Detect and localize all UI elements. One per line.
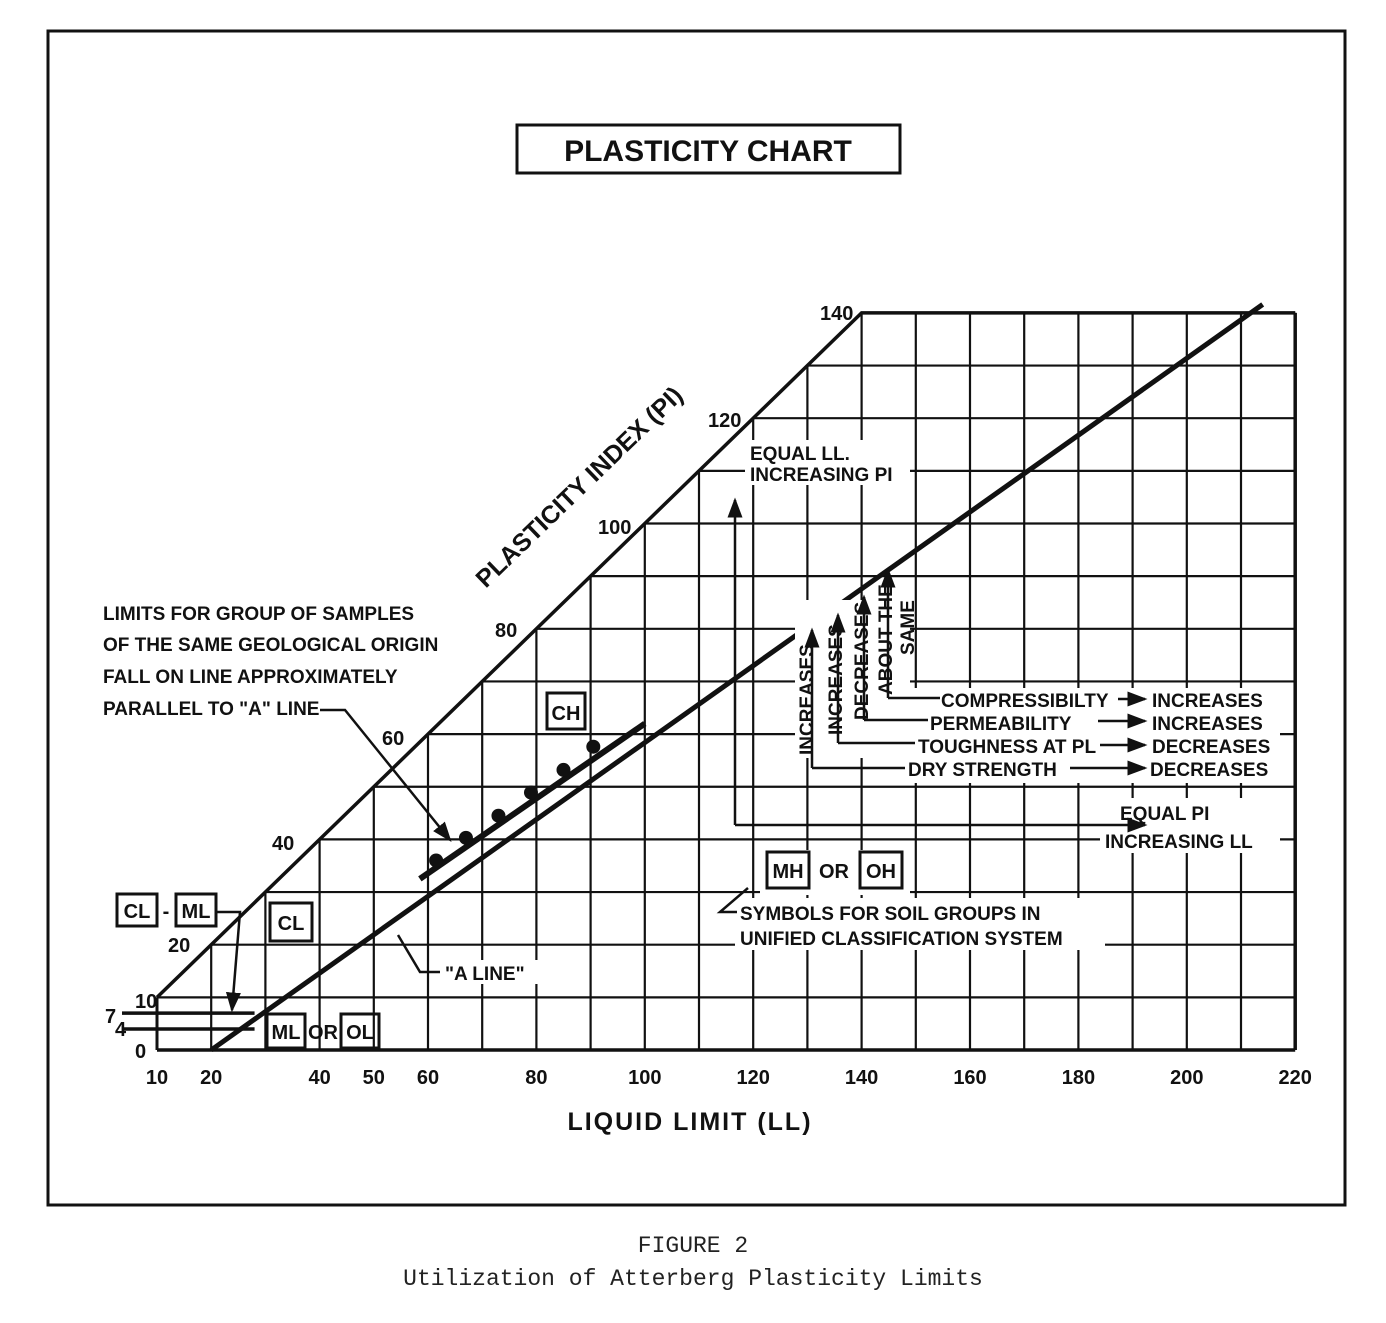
sample-point <box>556 762 571 777</box>
y-tick-label: 40 <box>272 833 294 855</box>
x-tick-label: 50 <box>363 1067 385 1089</box>
property-effect: DECREASES <box>1150 760 1268 781</box>
annotation-limits: FALL ON LINE APPROXIMATELY <box>103 667 398 688</box>
vertical-label: SAME <box>898 600 919 655</box>
y-axis-label: PLASTICITY INDEX (PI) <box>470 381 688 593</box>
soil-group-ml: ML <box>272 1022 301 1044</box>
property-effect: INCREASES <box>1152 714 1263 735</box>
annotation-equal-pi: INCREASING LL <box>1105 832 1253 853</box>
x-tick-label: 40 <box>308 1067 330 1089</box>
title-box <box>515 123 902 175</box>
a-line-label: "A LINE" <box>445 964 525 985</box>
sample-point <box>458 830 473 845</box>
y-tick-label: 80 <box>495 620 517 642</box>
x-tick-label: 80 <box>525 1067 547 1089</box>
annotation-symbols: SYMBOLS FOR SOIL GROUPS IN <box>740 904 1041 925</box>
y-tick-label: 140 <box>820 303 853 325</box>
x-tick-label: 120 <box>737 1067 770 1089</box>
y-tick-label: 60 <box>382 728 404 750</box>
vertical-label: ABOUT THE <box>876 584 897 695</box>
x-tick-label: 180 <box>1062 1067 1095 1089</box>
x-tick-label: 20 <box>200 1067 222 1089</box>
annotation-limits: LIMITS FOR GROUP OF SAMPLES <box>103 604 414 625</box>
soil-group-or: OR <box>819 861 850 883</box>
annotation-symbols: UNIFIED CLASSIFICATION SYSTEM <box>740 929 1063 950</box>
figure-number: FIGURE 2 <box>637 1233 749 1259</box>
y-tick-label: 20 <box>168 935 190 957</box>
property-name: COMPRESSIBILTY <box>941 691 1109 712</box>
chart-title: PLASTICITY CHART <box>564 135 852 168</box>
x-tick-label: 200 <box>1170 1067 1203 1089</box>
y-tick-label: 10 <box>135 991 157 1013</box>
soil-group-cl-ml-b: ML <box>182 901 211 923</box>
annotation-equal-pi: EQUAL PI <box>1120 804 1209 825</box>
annotation-limits: PARALLEL TO "A" LINE <box>103 699 319 720</box>
x-tick-label: 220 <box>1279 1067 1312 1089</box>
y-tick-label: 0 <box>135 1041 146 1063</box>
sample-point <box>491 808 506 823</box>
x-axis-label: LIQUID LIMIT (LL) <box>567 1108 812 1136</box>
y-tick-label: 100 <box>598 517 631 539</box>
x-tick-label: 60 <box>417 1067 439 1089</box>
figure-frame <box>46 29 1347 1207</box>
property-name: DRY STRENGTH <box>908 760 1057 781</box>
annotation-limits: OF THE SAME GEOLOGICAL ORIGIN <box>103 635 438 656</box>
soil-group-dash: - <box>163 901 170 923</box>
sample-point <box>523 785 538 800</box>
soil-group-ch: CH <box>552 703 581 725</box>
sample-group-line <box>418 721 647 882</box>
x-tick-label: 10 <box>146 1067 168 1089</box>
soil-group-cl: CL <box>278 913 305 935</box>
x-tick-label: 140 <box>845 1067 878 1089</box>
property-effect: DECREASES <box>1152 737 1270 758</box>
sample-point <box>586 739 601 754</box>
x-tick-label: 100 <box>628 1067 661 1089</box>
soil-group-mh: MH <box>772 861 803 883</box>
y-tick-label: 7 <box>105 1006 116 1028</box>
property-effect: INCREASES <box>1152 691 1263 712</box>
soil-group-oh: OH <box>866 861 896 883</box>
figure-caption: Utilization of Atterberg Plasticity Limi… <box>403 1266 983 1292</box>
soil-group-or: OR <box>308 1022 339 1044</box>
y-tick-label: 4 <box>115 1019 127 1041</box>
a-line <box>209 302 1265 1053</box>
y-tick-label: 120 <box>708 410 741 432</box>
x-tick-label: 160 <box>953 1067 986 1089</box>
leader-lines <box>215 497 1148 1013</box>
annotation-equal-ll: INCREASING PI <box>750 465 893 486</box>
property-name: TOUGHNESS AT PL <box>918 737 1096 758</box>
vertical-label: INCREASES <box>826 624 847 735</box>
property-name: PERMEABILITY <box>930 714 1072 735</box>
vertical-label: DECREASES <box>852 602 873 720</box>
soil-group-cl-ml-a: CL <box>124 901 151 923</box>
sample-point <box>429 853 444 868</box>
annotation-equal-ll: EQUAL LL. <box>750 444 850 465</box>
vertical-label: INCREASES <box>797 644 818 755</box>
soil-group-ol: OL <box>346 1022 374 1044</box>
